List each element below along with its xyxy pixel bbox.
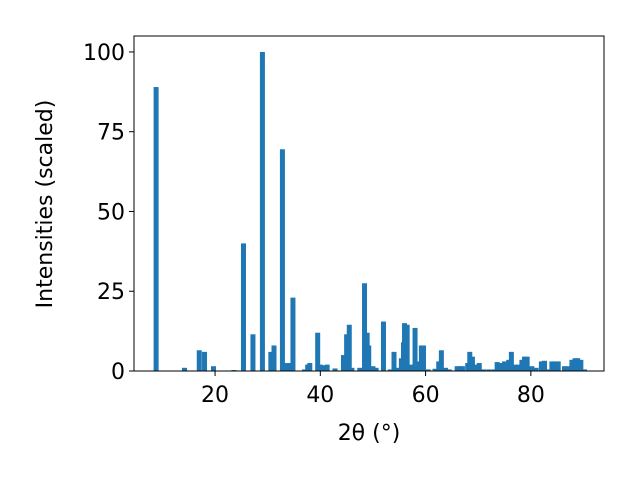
x-axis-label: 2θ (°) bbox=[338, 421, 401, 446]
bar bbox=[271, 345, 277, 371]
bar bbox=[302, 369, 308, 371]
bar bbox=[565, 366, 571, 371]
bar bbox=[546, 369, 552, 371]
bar bbox=[497, 363, 503, 371]
bar bbox=[572, 358, 578, 371]
bar bbox=[153, 87, 159, 372]
bar bbox=[538, 361, 544, 371]
y-tick-label: 0 bbox=[111, 360, 125, 385]
bar bbox=[506, 359, 512, 371]
y-tick-label: 50 bbox=[97, 200, 125, 225]
x-tick-label: 20 bbox=[201, 383, 229, 408]
bar bbox=[549, 361, 555, 371]
bar bbox=[210, 366, 216, 371]
bar bbox=[467, 351, 473, 371]
bar bbox=[332, 368, 338, 371]
bar bbox=[344, 334, 350, 371]
bar bbox=[438, 350, 444, 371]
bar bbox=[290, 297, 296, 371]
bar bbox=[182, 367, 188, 371]
y-tick-label: 25 bbox=[97, 280, 125, 305]
bar bbox=[380, 321, 386, 371]
bar bbox=[346, 324, 352, 371]
bar bbox=[196, 350, 202, 371]
bar bbox=[307, 363, 313, 371]
bar bbox=[575, 358, 581, 371]
bar bbox=[524, 356, 530, 371]
bar bbox=[459, 366, 465, 371]
bars bbox=[153, 51, 588, 372]
bar bbox=[370, 366, 376, 371]
bar bbox=[494, 362, 500, 371]
bar bbox=[562, 366, 568, 371]
bar bbox=[315, 332, 321, 371]
y-axis-label: Intensities (scaled) bbox=[33, 100, 58, 309]
bar bbox=[519, 359, 525, 371]
bar bbox=[340, 355, 346, 371]
bar bbox=[412, 327, 418, 371]
x-tick-label: 80 bbox=[517, 383, 545, 408]
bar bbox=[436, 361, 442, 371]
bar bbox=[578, 359, 584, 371]
bar bbox=[486, 369, 492, 371]
bar bbox=[324, 364, 330, 371]
bar bbox=[357, 367, 363, 371]
bar bbox=[454, 366, 460, 371]
bar bbox=[240, 243, 246, 371]
bar bbox=[391, 351, 397, 371]
bar bbox=[502, 361, 508, 371]
bar bbox=[469, 356, 475, 371]
bar bbox=[362, 283, 368, 371]
bar bbox=[394, 367, 400, 371]
bar bbox=[317, 364, 323, 371]
bar bbox=[522, 356, 528, 371]
bar bbox=[402, 323, 408, 371]
bar bbox=[279, 149, 285, 371]
bar bbox=[512, 364, 518, 371]
bar bbox=[529, 366, 535, 371]
bar bbox=[555, 361, 561, 371]
bar bbox=[476, 363, 482, 371]
bar bbox=[552, 361, 558, 371]
bar bbox=[457, 366, 463, 371]
y-tick-label: 100 bbox=[83, 41, 125, 66]
x-tick-label: 60 bbox=[412, 383, 440, 408]
bar bbox=[387, 369, 393, 371]
bar bbox=[473, 364, 479, 371]
bar bbox=[569, 359, 575, 371]
bar bbox=[250, 334, 256, 371]
bar bbox=[284, 363, 290, 371]
bar bbox=[491, 369, 497, 371]
bar bbox=[259, 51, 265, 371]
bar bbox=[432, 368, 438, 371]
bar bbox=[480, 369, 486, 371]
bar bbox=[408, 364, 414, 371]
bar bbox=[322, 365, 328, 371]
bar bbox=[202, 351, 208, 371]
bar bbox=[516, 364, 522, 371]
plot-frame bbox=[133, 35, 605, 372]
bar bbox=[268, 351, 274, 371]
x-tick-label: 40 bbox=[306, 383, 334, 408]
bar bbox=[425, 369, 431, 371]
bar bbox=[404, 324, 410, 371]
bar bbox=[420, 345, 426, 371]
y-tick-label: 75 bbox=[97, 121, 125, 146]
bar bbox=[414, 361, 420, 371]
bar bbox=[542, 360, 548, 371]
bar bbox=[366, 345, 372, 371]
bar bbox=[446, 369, 452, 371]
bar bbox=[443, 367, 449, 371]
bar bbox=[533, 367, 539, 371]
bar bbox=[582, 369, 588, 371]
bar bbox=[508, 351, 514, 371]
bar bbox=[373, 367, 379, 371]
bar bbox=[349, 367, 355, 371]
